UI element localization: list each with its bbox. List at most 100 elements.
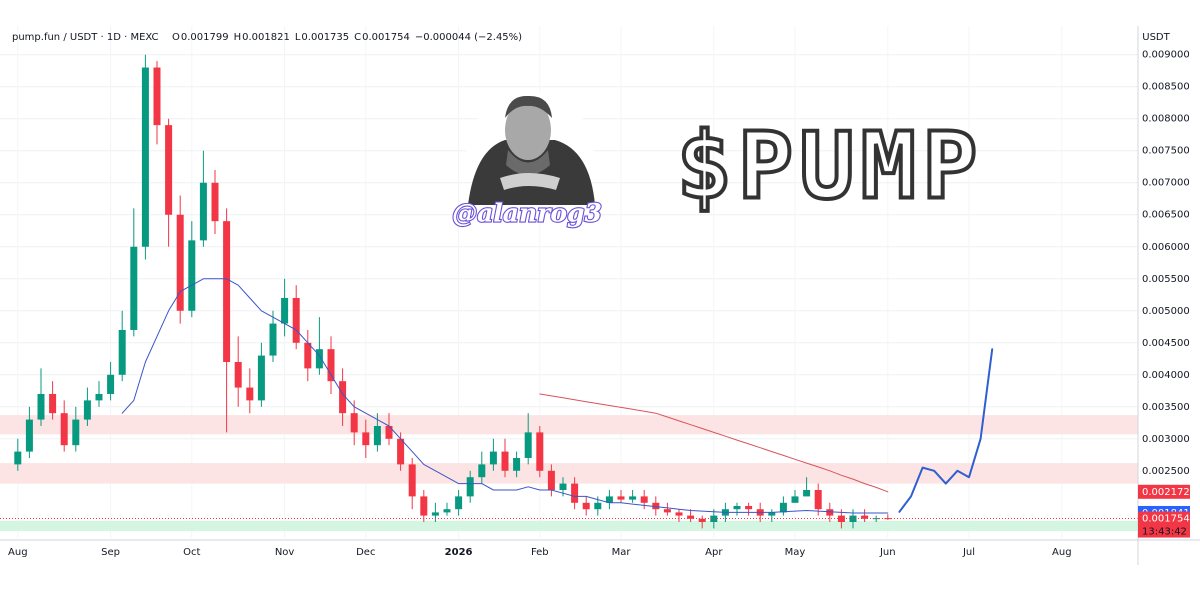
- candle-body: [652, 502, 660, 510]
- ohlc-value: 0.001754: [362, 32, 410, 43]
- x-tick-label: Jul: [962, 547, 975, 558]
- candle-body: [327, 349, 335, 382]
- candle-body: [733, 505, 741, 510]
- y-tick-label: 0.009000: [1142, 50, 1190, 61]
- candle-body: [594, 502, 602, 510]
- x-tick-label: Aug: [1052, 547, 1072, 558]
- candle-body: [803, 489, 811, 497]
- candle-body: [884, 518, 892, 520]
- candle-body: [710, 515, 718, 522]
- candle-body: [141, 67, 149, 247]
- line: [539, 393, 889, 493]
- line: [898, 348, 994, 513]
- y-tick-label: 0.005500: [1142, 274, 1190, 285]
- candle-body: [408, 464, 416, 497]
- candle-body: [814, 489, 822, 510]
- candle-body: [72, 419, 80, 446]
- avatar-hair: [505, 95, 552, 118]
- x-tick-label: Aug: [8, 547, 28, 558]
- ticker: $PUMP: [677, 112, 984, 219]
- zones: [0, 415, 1138, 531]
- candle-body: [362, 432, 370, 446]
- avatar-head: [505, 100, 551, 160]
- candle-body: [223, 221, 231, 362]
- zone: [0, 520, 1138, 531]
- candle-body: [14, 451, 22, 465]
- candle-body: [837, 515, 845, 522]
- candle-body: [153, 67, 161, 126]
- x-tick-label: Feb: [531, 547, 549, 558]
- candle-body: [443, 509, 451, 513]
- x-tick-label: Sep: [101, 547, 120, 558]
- price-label-bg: [1138, 511, 1190, 538]
- symbol: pump.fun / USDT · 1D · MEXC: [12, 32, 159, 43]
- candle-body: [675, 512, 683, 516]
- price-label-bg: [1138, 484, 1190, 499]
- x-tick-label: Mar: [612, 547, 632, 558]
- candle-body: [663, 509, 671, 513]
- candle-body: [698, 518, 706, 522]
- candle-body: [281, 297, 289, 324]
- y-tick-label: 0.006000: [1142, 242, 1190, 253]
- candle-body: [489, 451, 497, 465]
- x-tick-label: Nov: [275, 547, 295, 558]
- candle-body: [768, 512, 776, 516]
- candle-body: [211, 182, 219, 222]
- candle-body: [165, 125, 173, 215]
- line: [121, 278, 889, 514]
- candle-body: [629, 496, 637, 500]
- candle-body: [687, 515, 695, 519]
- candle-body: [431, 512, 439, 516]
- ohlc-key: L: [295, 32, 301, 43]
- y-tick-label: 0.004000: [1142, 370, 1190, 381]
- candle-body: [95, 393, 103, 401]
- y-tick-label: 0.007000: [1142, 178, 1190, 189]
- candle-body: [745, 505, 753, 510]
- candle-body: [107, 374, 115, 394]
- ohlc-key: C: [354, 32, 361, 43]
- ohlc-value: 0.001799: [181, 32, 229, 43]
- x-tick-label: Oct: [183, 547, 200, 558]
- ohlc-readout: O 0.001799 H 0.001821 L 0.001735 C 0.001754 −0.0…: [172, 32, 522, 43]
- candle-body: [501, 451, 509, 471]
- candle-body: [49, 393, 57, 414]
- candle-body: [861, 515, 869, 519]
- ohlc-value: 0.001821: [242, 32, 290, 43]
- y-tick-label: 0.002500: [1142, 466, 1190, 477]
- marks: [0, 54, 1138, 529]
- y-tick-label: 0.006500: [1142, 210, 1190, 221]
- ohlc-change: −0.000044 (−2.45%): [415, 32, 522, 43]
- y-tick-label: 0.008000: [1142, 114, 1190, 125]
- x-tick-label: Dec: [356, 547, 375, 558]
- candle-body: [536, 432, 544, 471]
- candle-body: [176, 214, 184, 311]
- candle-body: [826, 509, 834, 516]
- candle-body: [60, 413, 68, 446]
- candle-body: [582, 502, 590, 510]
- candle-body: [559, 483, 567, 490]
- candle-body: [350, 413, 358, 433]
- candle-body: [524, 432, 532, 458]
- x-tick-label: 2026: [445, 547, 473, 558]
- price-label: 0.001754: [1142, 514, 1190, 525]
- candle-body: [791, 496, 799, 503]
- candle-body: [571, 483, 579, 503]
- candle-body: [547, 470, 555, 490]
- candle-body: [37, 393, 45, 420]
- candle-body: [130, 246, 138, 330]
- y-tick-label: 0.008500: [1142, 82, 1190, 93]
- avatar: [466, 91, 595, 219]
- y-tick-label: 0.003000: [1142, 434, 1190, 445]
- y-tick-label: 0.004500: [1142, 338, 1190, 349]
- candle-body: [455, 496, 463, 510]
- candle-body: [199, 182, 207, 241]
- candle-body: [617, 496, 625, 500]
- candle-body: [234, 361, 242, 388]
- candle-body: [304, 342, 312, 369]
- x-tick-label: May: [785, 547, 806, 558]
- candle-body: [246, 387, 254, 401]
- ohlc-value: 0.001735: [301, 32, 349, 43]
- candle-body: [315, 349, 323, 369]
- ohlc-key: O: [172, 32, 180, 43]
- y-tick-label: 0.003500: [1142, 402, 1190, 413]
